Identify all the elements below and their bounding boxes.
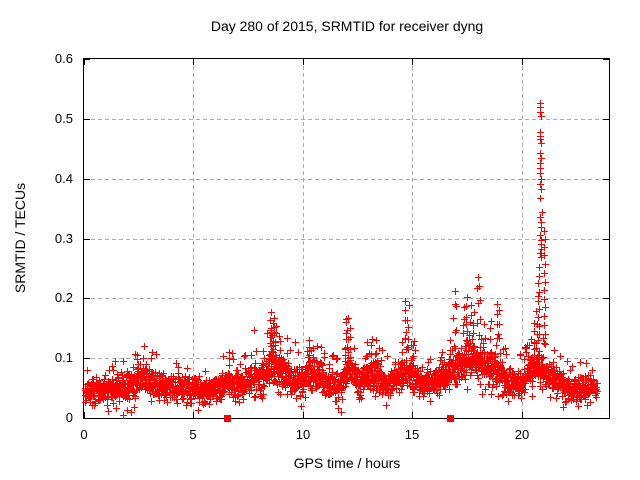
zero-value-squares	[224, 415, 454, 422]
x-axis-label: GPS time / hours	[293, 455, 401, 471]
y-tick-label: 0.5	[54, 111, 73, 126]
x-tick-label: 0	[80, 427, 88, 442]
grid-lines	[84, 59, 609, 418]
chart-title: Day 280 of 2015, SRMTID for receiver dyn…	[210, 18, 484, 34]
x-tick-label: 5	[189, 427, 197, 442]
y-tick-label: 0.2	[54, 290, 73, 305]
y-tick-label: 0.6	[54, 51, 73, 66]
x-tick-label: 20	[514, 427, 530, 442]
x-tick-label: 15	[404, 427, 420, 442]
axes-border	[83, 58, 610, 419]
y-tick-label: 0.4	[54, 171, 73, 186]
scatter-points	[82, 100, 601, 419]
x-tick-label: 10	[295, 427, 311, 442]
y-tick-label: 0.1	[54, 350, 73, 365]
y-tick-label: 0.3	[54, 231, 73, 246]
y-tick-label: 0	[65, 410, 73, 425]
